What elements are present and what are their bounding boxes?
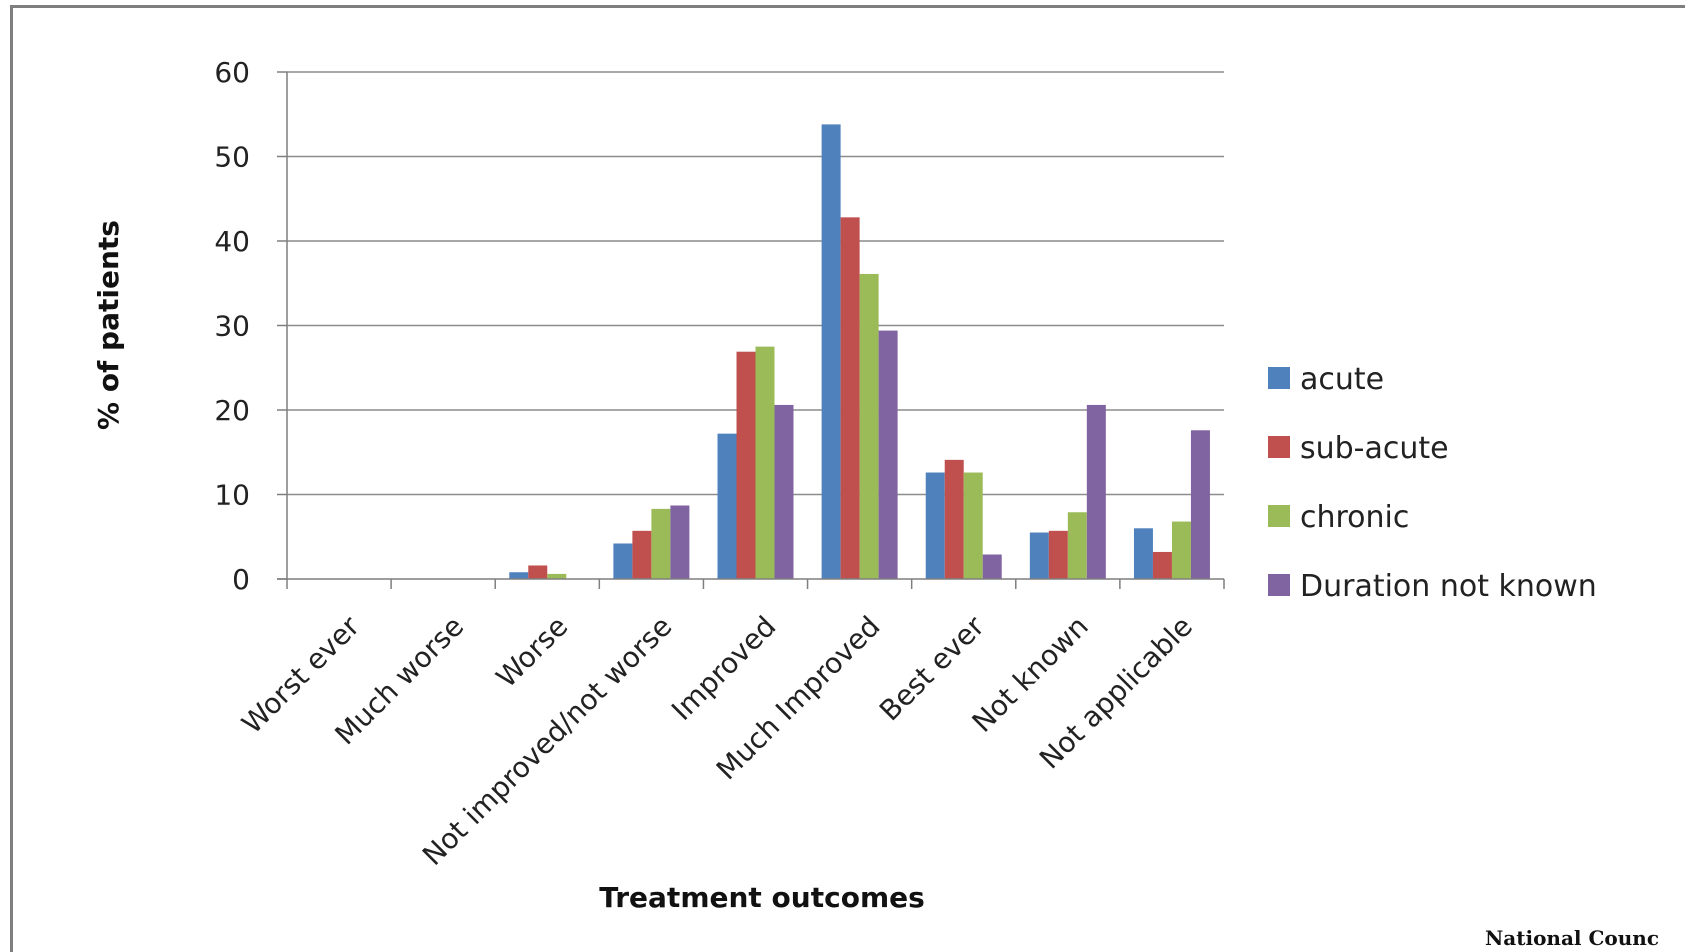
- legend-label: sub-acute: [1300, 431, 1449, 466]
- bar-duration-not-known: [878, 330, 898, 579]
- legend-swatch: [1268, 505, 1290, 527]
- bar-acute: [1029, 532, 1049, 579]
- bar-chronic: [963, 472, 983, 579]
- axes: [277, 72, 1225, 589]
- chart-frame: [10, 5, 1685, 952]
- bar-acute: [509, 572, 529, 579]
- y-tick-label: 60: [214, 56, 250, 89]
- bar-chronic: [547, 573, 567, 579]
- bar-duration-not-known: [982, 554, 1002, 579]
- bar-duration-not-known: [1190, 430, 1210, 579]
- bar-chronic: [651, 508, 671, 579]
- bar-sub-acute: [736, 351, 756, 579]
- bars: [509, 124, 1210, 579]
- bar-duration-not-known: [670, 505, 690, 579]
- bar-sub-acute: [944, 459, 964, 579]
- footer-text: National Counc: [1485, 926, 1659, 950]
- bar-chronic: [755, 346, 775, 579]
- bar-acute: [925, 472, 945, 579]
- y-axis-title: % of patients: [92, 220, 125, 430]
- y-tick-label: 20: [214, 394, 250, 427]
- bar-acute: [717, 433, 737, 579]
- legend-swatch: [1268, 367, 1290, 389]
- y-tick-label: 0: [232, 563, 250, 596]
- y-tick-label: 50: [214, 141, 250, 174]
- bar-chronic: [859, 273, 879, 579]
- legend: acute sub-acute chronic Duration not known: [1268, 362, 1597, 604]
- y-tick-label: 10: [214, 479, 250, 512]
- x-axis-title: Treatment outcomes: [599, 881, 925, 914]
- legend-label: acute: [1300, 362, 1384, 397]
- legend-label: chronic: [1300, 500, 1409, 535]
- bar-sub-acute: [1048, 530, 1068, 579]
- x-tick-label: Worse: [490, 610, 575, 695]
- bar-sub-acute: [840, 217, 860, 579]
- legend-swatch: [1268, 574, 1290, 596]
- legend-label: Duration not known: [1300, 569, 1597, 604]
- bar-sub-acute: [632, 530, 652, 579]
- legend-swatch: [1268, 436, 1290, 458]
- bar-acute: [613, 543, 633, 579]
- bar-sub-acute: [1152, 551, 1172, 579]
- bar-sub-acute: [528, 565, 548, 579]
- y-tick-label: 40: [214, 225, 250, 258]
- bar-chronic: [1171, 521, 1191, 579]
- bar-duration-not-known: [774, 404, 794, 579]
- bar-chronic: [1067, 512, 1087, 579]
- y-axis-ticks: 0 10 20 30 40 50 60: [214, 56, 287, 596]
- bar-acute: [821, 124, 841, 579]
- y-tick-label: 30: [214, 310, 250, 343]
- bar-duration-not-known: [1086, 404, 1106, 579]
- bar-acute: [1133, 528, 1153, 579]
